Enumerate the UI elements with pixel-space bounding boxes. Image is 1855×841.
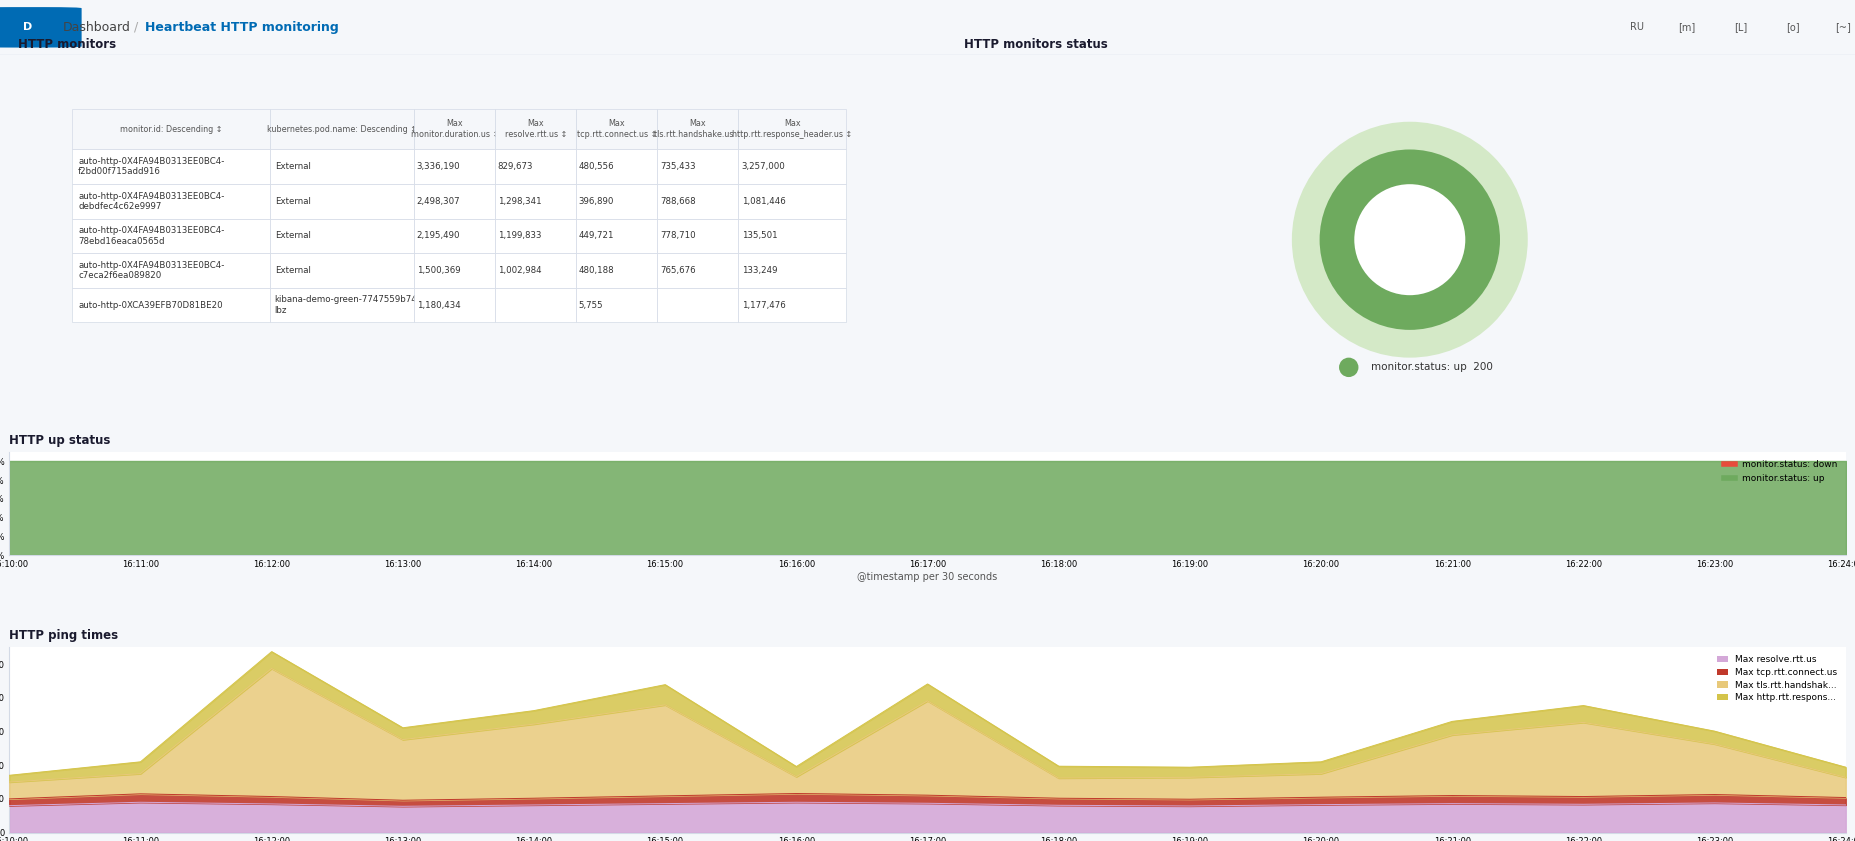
Legend: Max resolve.rtt.us, Max tcp.rtt.connect.us, Max tls.rtt.handshak..., Max http.rt: Max resolve.rtt.us, Max tcp.rtt.connect.… (1714, 652, 1842, 706)
Text: HTTP up status: HTTP up status (9, 434, 111, 447)
Ellipse shape (1291, 122, 1529, 357)
Circle shape (1339, 357, 1358, 377)
Text: HTTP monitors status: HTTP monitors status (963, 39, 1107, 51)
X-axis label: @timestamp per 30 seconds: @timestamp per 30 seconds (857, 572, 998, 582)
Text: [L]: [L] (1734, 23, 1747, 32)
Text: /: / (134, 21, 137, 34)
Text: RU: RU (1629, 23, 1644, 32)
Ellipse shape (1354, 184, 1465, 295)
FancyBboxPatch shape (0, 7, 82, 48)
Text: HTTP ping times: HTTP ping times (9, 629, 119, 642)
Text: HTTP monitors: HTTP monitors (19, 39, 117, 51)
Text: Heartbeat HTTP monitoring: Heartbeat HTTP monitoring (145, 21, 338, 34)
Text: [m]: [m] (1679, 23, 1695, 32)
Text: Dashboard: Dashboard (63, 21, 132, 34)
Text: [o]: [o] (1786, 23, 1799, 32)
Legend: monitor.status: down, monitor.status: up: monitor.status: down, monitor.status: up (1721, 457, 1842, 486)
Text: monitor.status: up  200: monitor.status: up 200 (1371, 362, 1493, 373)
Text: D: D (24, 23, 32, 32)
Text: [~]: [~] (1835, 23, 1851, 32)
Ellipse shape (1319, 150, 1501, 330)
